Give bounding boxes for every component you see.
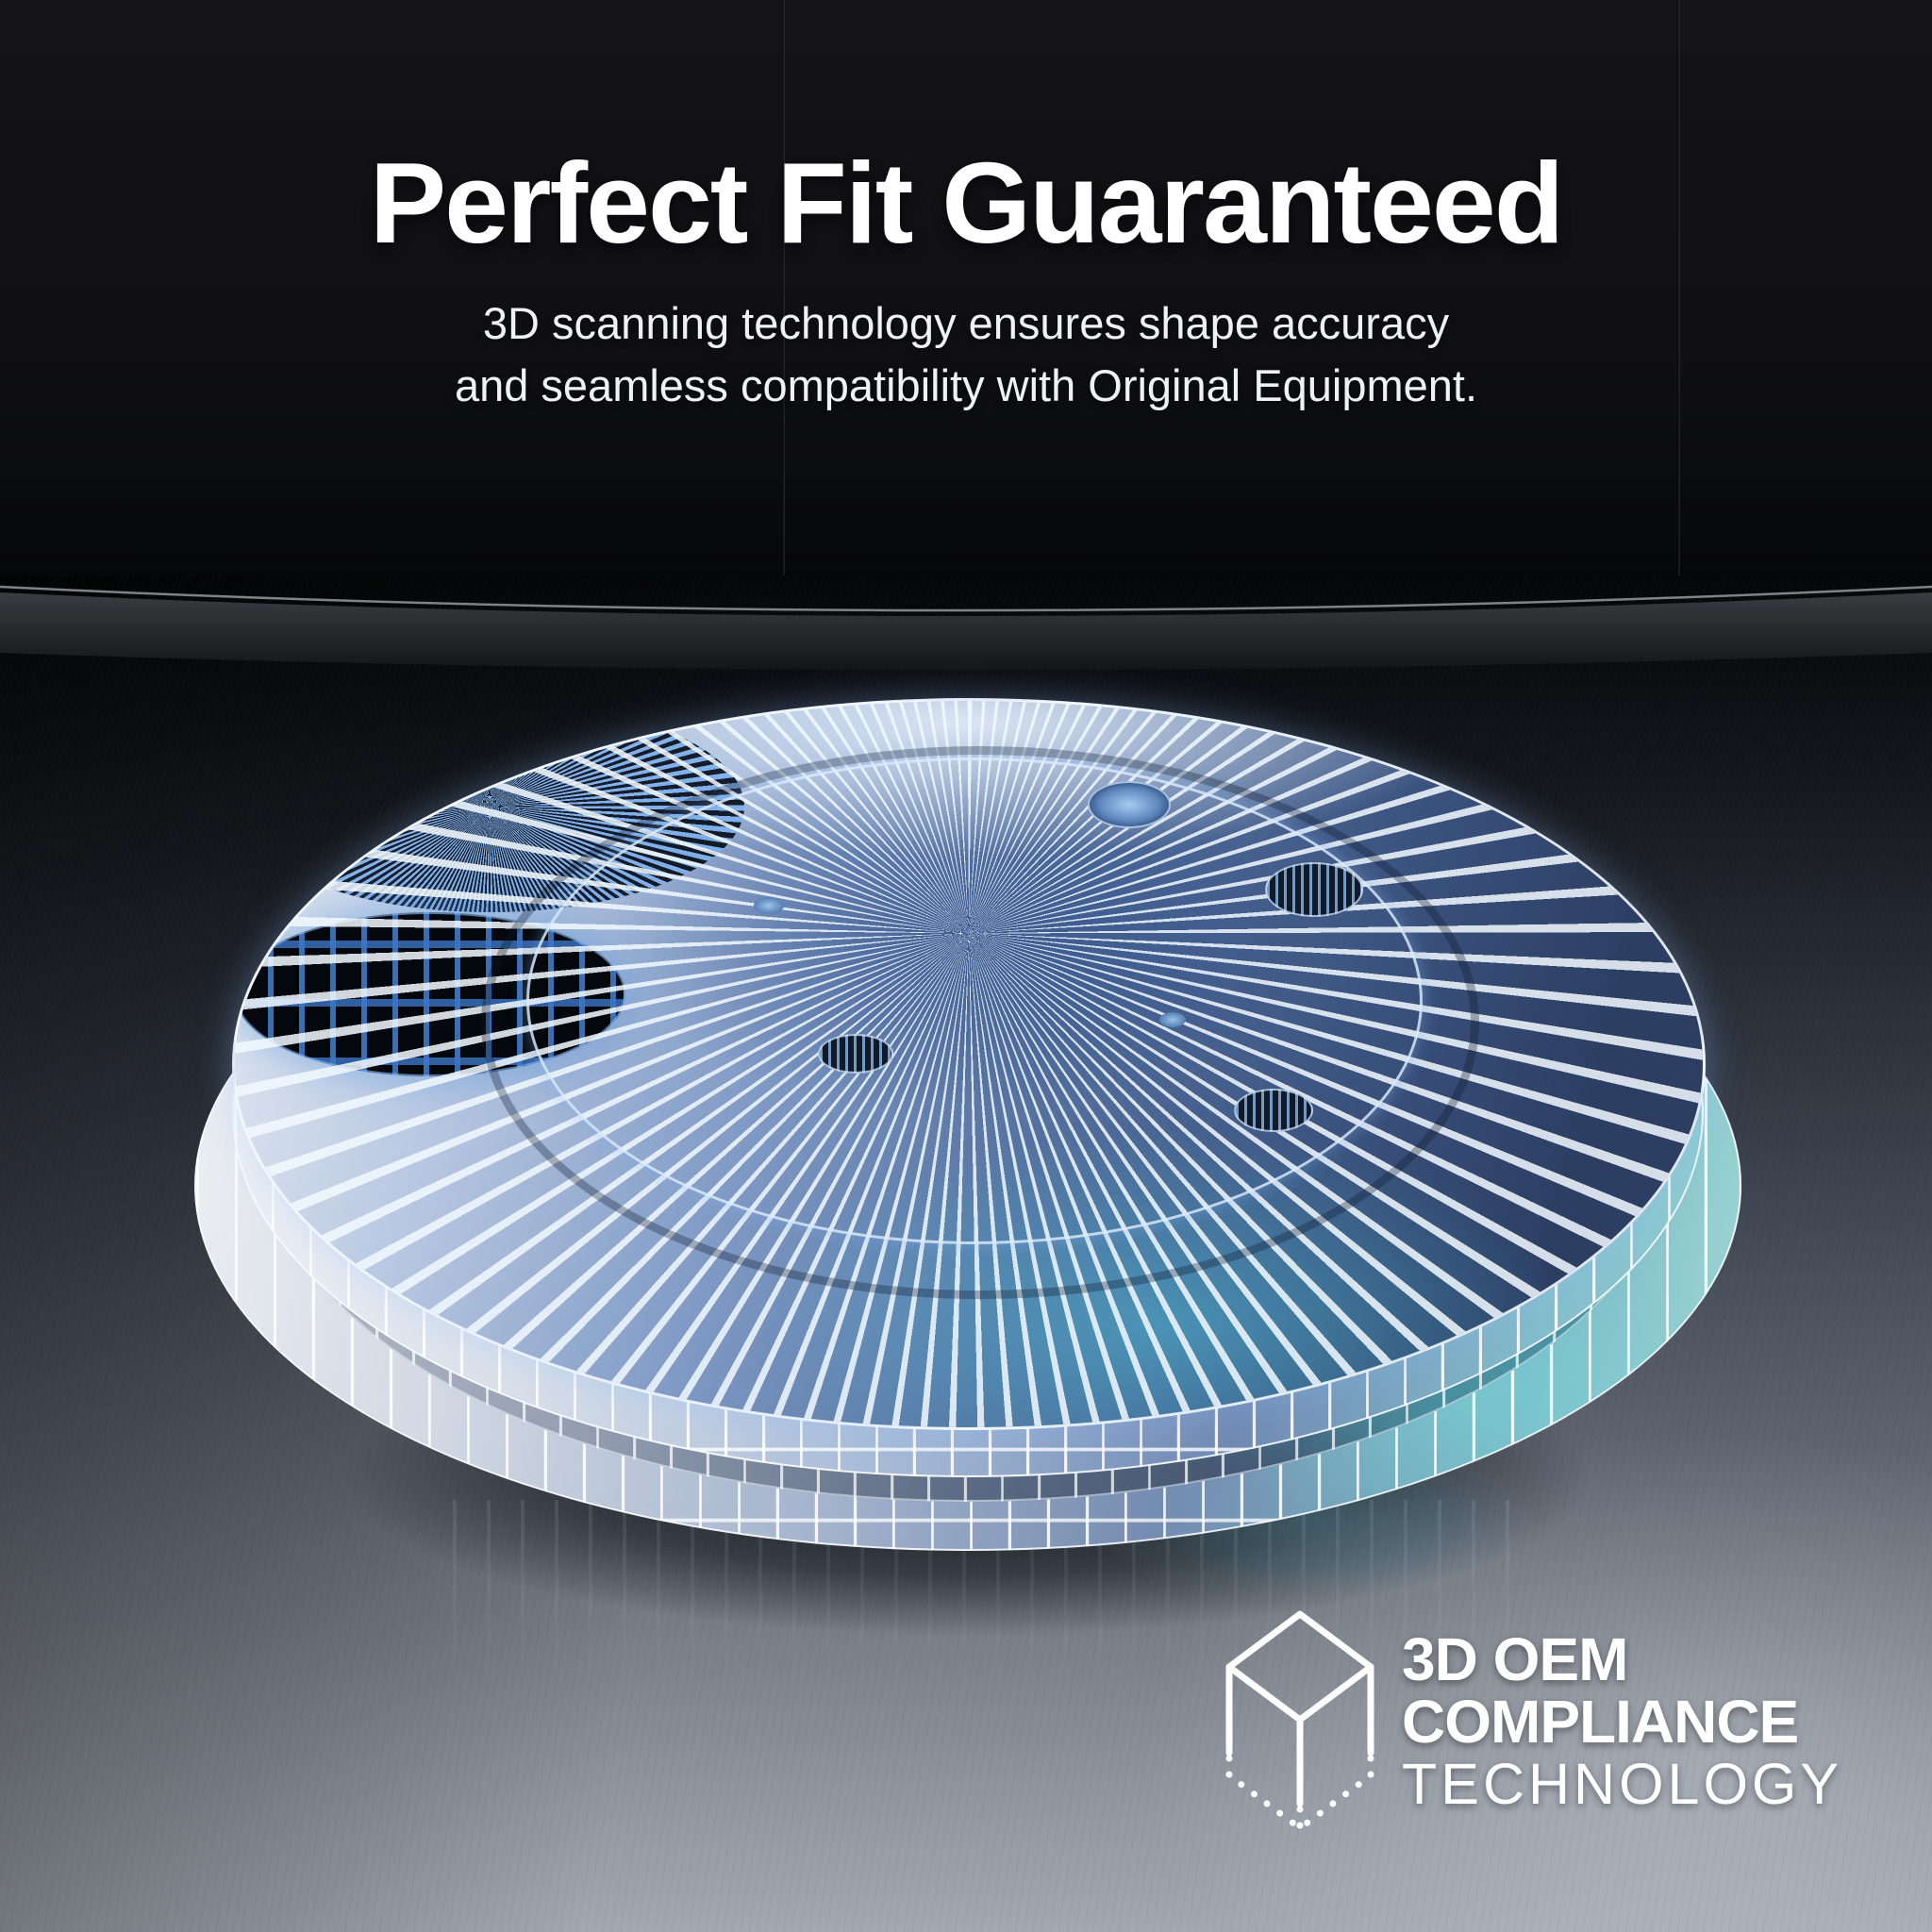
studio-wall bbox=[0, 0, 1932, 623]
wall-panel-seam bbox=[1677, 0, 1680, 604]
lug-boss bbox=[1088, 781, 1171, 828]
pilot-hole bbox=[754, 897, 784, 914]
oem-compliance-badge: 3D OEM COMPLIANCE TECHNOLOGY bbox=[1219, 1609, 1842, 1840]
wireframe-cube-icon bbox=[1225, 1610, 1374, 1832]
table-edge-face bbox=[0, 592, 1932, 670]
hero-text-block: Perfect Fit Guaranteed 3D scanning techn… bbox=[0, 140, 1932, 417]
table-edge-highlight bbox=[0, 585, 1932, 612]
subtitle-line-1: 3D scanning technology ensures shape acc… bbox=[482, 298, 1450, 349]
subtitle: 3D scanning technology ensures shape acc… bbox=[0, 292, 1932, 417]
lug-hole bbox=[1265, 862, 1363, 917]
drum-top-face bbox=[232, 698, 1706, 1430]
badge-line-1: 3D OEM bbox=[1402, 1625, 1628, 1693]
badge-text-block: 3D OEM COMPLIANCE TECHNOLOGY bbox=[1402, 1609, 1842, 1815]
badge-line-2: COMPLIANCE bbox=[1402, 1688, 1799, 1756]
table-edge bbox=[0, 585, 1932, 670]
subtitle-line-2: and seamless compatibility with Original… bbox=[454, 360, 1478, 411]
wall-panel-seam bbox=[782, 0, 785, 615]
lug-hole bbox=[1234, 1089, 1313, 1132]
outer-groove-ring bbox=[481, 746, 1479, 1299]
pilot-hole bbox=[1159, 1012, 1186, 1027]
page-title: Perfect Fit Guaranteed bbox=[369, 139, 1564, 267]
badge-line-3: TECHNOLOGY bbox=[1402, 1752, 1843, 1816]
inner-hub-ring bbox=[526, 758, 1423, 1244]
lug-hole bbox=[818, 1034, 893, 1074]
